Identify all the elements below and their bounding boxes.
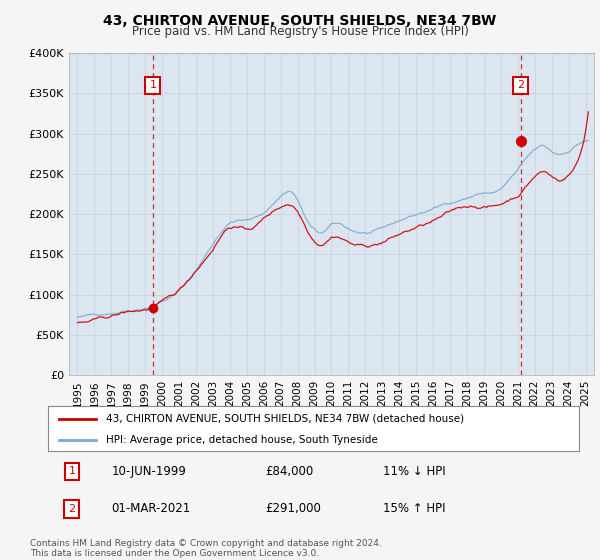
Text: HPI: Average price, detached house, South Tyneside: HPI: Average price, detached house, Sout… <box>106 435 378 445</box>
Text: 1: 1 <box>149 81 157 90</box>
Text: £291,000: £291,000 <box>266 502 322 515</box>
Text: Contains HM Land Registry data © Crown copyright and database right 2024.
This d: Contains HM Land Registry data © Crown c… <box>30 539 382 558</box>
Text: 43, CHIRTON AVENUE, SOUTH SHIELDS, NE34 7BW (detached house): 43, CHIRTON AVENUE, SOUTH SHIELDS, NE34 … <box>106 413 464 423</box>
Text: 2: 2 <box>68 504 76 514</box>
Text: 01-MAR-2021: 01-MAR-2021 <box>112 502 191 515</box>
Text: 43, CHIRTON AVENUE, SOUTH SHIELDS, NE34 7BW: 43, CHIRTON AVENUE, SOUTH SHIELDS, NE34 … <box>103 14 497 28</box>
Text: £84,000: £84,000 <box>266 465 314 478</box>
Text: Price paid vs. HM Land Registry's House Price Index (HPI): Price paid vs. HM Land Registry's House … <box>131 25 469 38</box>
Text: 2: 2 <box>517 81 524 90</box>
Text: 10-JUN-1999: 10-JUN-1999 <box>112 465 187 478</box>
Text: 1: 1 <box>68 466 76 477</box>
Text: 11% ↓ HPI: 11% ↓ HPI <box>383 465 445 478</box>
Text: 15% ↑ HPI: 15% ↑ HPI <box>383 502 445 515</box>
